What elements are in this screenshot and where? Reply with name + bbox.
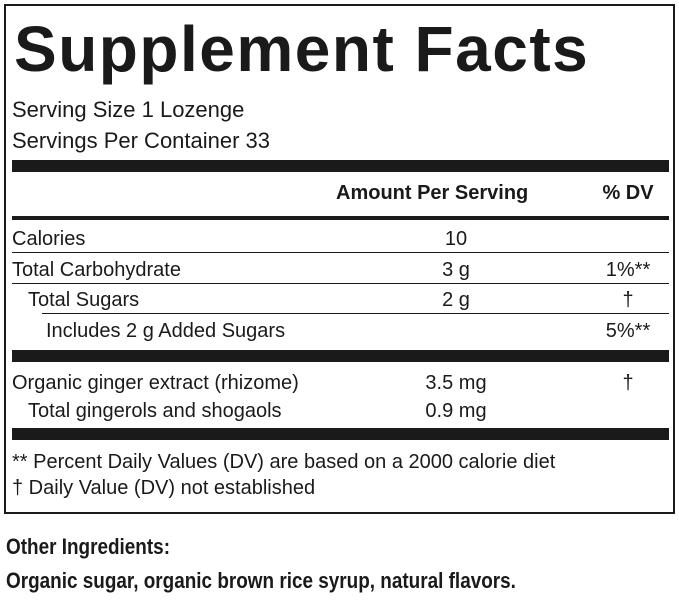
- row-name: Total Sugars: [28, 289, 140, 311]
- thin-rule: [12, 283, 669, 284]
- amount-header: Amount Per Serving: [336, 182, 529, 204]
- thin-rule: [42, 313, 669, 314]
- other-ingredients-title: Other Ingredients:: [6, 534, 170, 559]
- thick-rule: [12, 350, 669, 362]
- row-amount: 0.9 mg: [425, 400, 487, 422]
- row-name: Organic ginger extract (rhizome): [12, 372, 299, 394]
- row-dv: †: [622, 289, 634, 311]
- row-dv: 1%**: [605, 259, 651, 281]
- serving-size: Serving Size 1 Lozenge: [12, 97, 245, 122]
- row-amount: 3 g: [442, 259, 470, 281]
- title: Supplement Facts: [14, 13, 590, 85]
- row-amount: 3.5 mg: [425, 372, 487, 394]
- servings-per-container: Servings Per Container 33: [12, 128, 271, 153]
- row-dv: 5%**: [605, 320, 651, 342]
- row-name: Calories: [12, 228, 86, 250]
- footnote: ** Percent Daily Values (DV) are based o…: [12, 451, 556, 473]
- dv-header: % DV: [602, 182, 654, 204]
- row-name: Total gingerols and shogaols: [28, 400, 282, 422]
- row-dv: †: [622, 372, 634, 394]
- row-amount: 10: [444, 228, 468, 250]
- row-amount: 2 g: [442, 289, 470, 311]
- thin-rule: [12, 252, 669, 253]
- row-name: Total Carbohydrate: [12, 259, 181, 281]
- thick-rule: [12, 160, 669, 172]
- footnote: † Daily Value (DV) not established: [12, 477, 316, 499]
- medium-rule: [12, 216, 669, 220]
- row-name: Includes 2 g Added Sugars: [46, 320, 286, 342]
- other-ingredients-text: Organic sugar, organic brown rice syrup,…: [6, 568, 516, 593]
- thick-rule: [12, 428, 669, 440]
- facts-panel: Supplement Facts Serving Size 1 Lozenge …: [4, 4, 675, 514]
